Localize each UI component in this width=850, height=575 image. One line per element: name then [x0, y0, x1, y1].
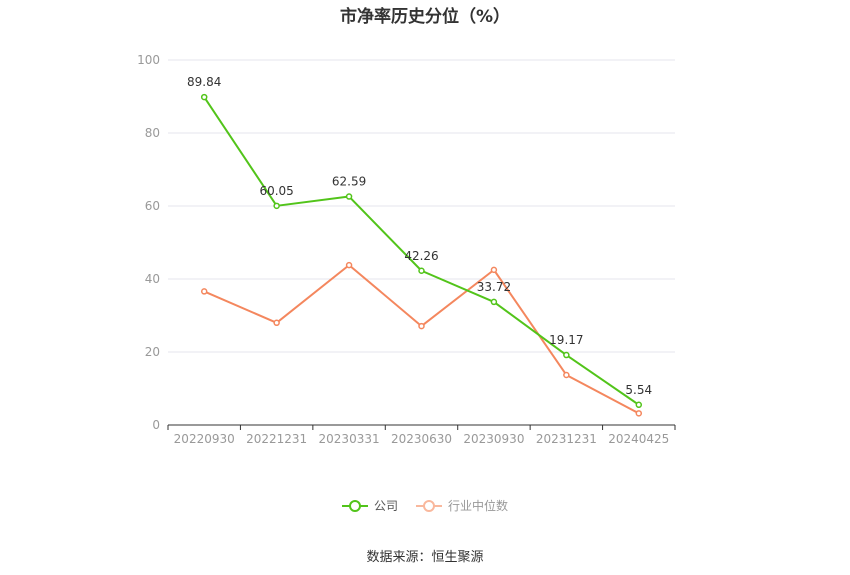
legend-company-label: 公司 — [373, 499, 398, 513]
data-point — [563, 351, 570, 359]
x-tick-label: 20230930 — [463, 432, 524, 446]
legend: 公司 行业中位数 — [0, 497, 850, 514]
data-point — [490, 266, 498, 274]
legend-item-company[interactable]: 公司 — [341, 497, 398, 514]
y-tick-label: 80 — [145, 126, 160, 140]
data-label: 62.59 — [332, 175, 366, 189]
data-point — [200, 288, 208, 295]
data-label: 33.72 — [477, 280, 511, 294]
x-tick-label: 20230630 — [391, 432, 452, 446]
data-point — [418, 267, 425, 275]
legend-industry-label: 行业中位数 — [448, 499, 509, 513]
y-tick-label: 20 — [145, 345, 160, 359]
data-label: 60.05 — [259, 184, 293, 198]
data-point — [273, 202, 280, 210]
legend-company-icon — [341, 499, 368, 513]
data-source: 数据来源：恒生聚源 — [366, 550, 484, 565]
data-point — [273, 319, 280, 327]
x-tick-label: 20220930 — [174, 432, 235, 446]
data-label: 5.54 — [625, 383, 652, 397]
data-point — [490, 298, 498, 306]
y-tick-label: 0 — [152, 418, 160, 432]
data-point — [635, 410, 643, 417]
y-tick-label: 100 — [137, 53, 160, 67]
x-tick-label: 20240425 — [608, 432, 669, 446]
chart-title: 市净率历史分位（%） — [339, 7, 511, 27]
data-point — [345, 261, 353, 269]
x-tick-label: 20231231 — [536, 432, 597, 446]
data-point — [563, 371, 570, 379]
data-point — [418, 322, 425, 330]
x-tick-label: 20221231 — [246, 432, 307, 446]
data-label: 42.26 — [404, 249, 438, 263]
y-tick-label: 60 — [145, 199, 160, 213]
data-point — [635, 401, 643, 409]
data-point — [345, 193, 353, 200]
y-tick-label: 40 — [145, 272, 160, 286]
legend-industry-icon — [416, 499, 442, 513]
data-label: 19.17 — [549, 333, 583, 347]
x-tick-label: 20230331 — [319, 432, 380, 446]
data-label: 89.84 — [187, 75, 221, 89]
data-point — [200, 93, 208, 101]
legend-item-industry-median[interactable]: 行业中位数 — [416, 497, 508, 514]
